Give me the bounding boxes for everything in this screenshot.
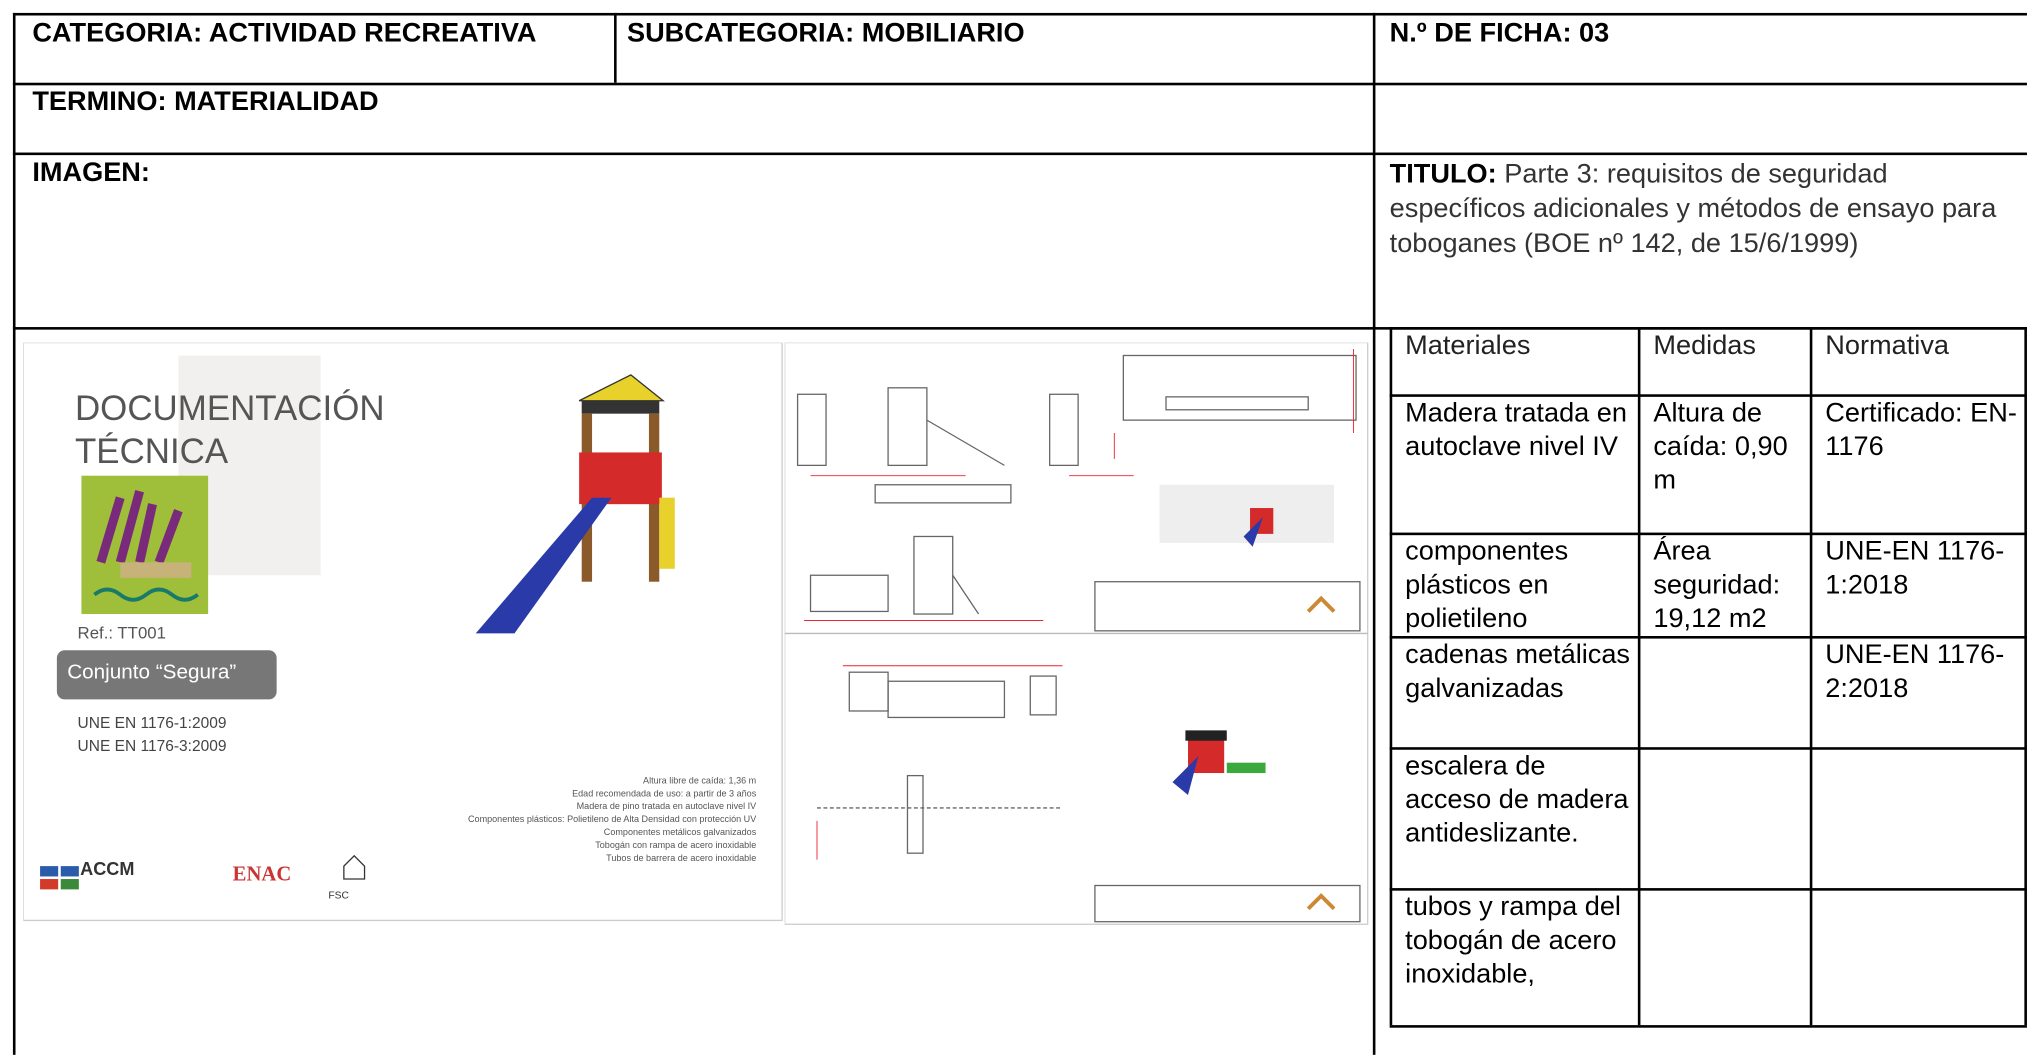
table-border [1389, 1025, 2027, 1028]
border [12, 12, 2027, 15]
table-header: Normativa [1825, 330, 1950, 361]
table-cell: tubos y rampa del tobogán de acero inoxi… [1405, 891, 1621, 989]
table-border [1637, 327, 1640, 1026]
spec-line: Edad recomendada de uso: a partir de 3 a… [572, 789, 757, 799]
categoria: CATEGORIA: ACTIVIDAD RECREATIVA [32, 18, 537, 48]
imagen-label: IMAGEN: [32, 157, 150, 188]
table-border [1389, 327, 2027, 329]
spec-line: Tubos de barrera de acero inoxidable [606, 854, 757, 864]
table-cell: UNE-EN 1176-2:2018 [1825, 639, 2005, 704]
table-border [1389, 394, 2027, 397]
doc-standard: UNE EN 1176-3:2009 [77, 736, 227, 755]
termino: TERMINO: MATERIALIDAD [32, 86, 379, 117]
table-border [1389, 888, 2027, 891]
logo: ENAC [232, 863, 292, 886]
table-cell: cadenas metálicas galvanizadas [1405, 639, 1631, 704]
logo: FSC [328, 889, 350, 902]
table-border [1389, 636, 2027, 638]
table-border [2024, 327, 2027, 1026]
border [12, 12, 15, 1055]
table-cell: escalera de acceso de madera antidesliza… [1405, 751, 1629, 849]
table-cell: UNE-EN 1176-1:2018 [1825, 536, 2005, 600]
table-border [1389, 532, 2027, 535]
table-cell: Madera tratada en autoclave nivel IV [1405, 398, 1628, 462]
spec-line: Tobogán con rampa de acero inoxidable [595, 841, 757, 851]
table-cell: Certificado: EN-1176 [1825, 398, 2017, 462]
table-border [1389, 327, 1392, 1026]
subcategoria: SUBCATEGORIA: MOBILIARIO [626, 18, 1025, 48]
doc-heading: DOCUMENTACIÓN TÉCNICA [74, 389, 385, 471]
spec-line: Altura libre de caída: 1,36 m [643, 776, 757, 786]
table-cell: Área seguridad: 19,12 m2 [1653, 536, 1781, 634]
doc-ref: Ref.: TT001 [77, 623, 166, 643]
table-cell: componentes plásticos en polietileno [1405, 536, 1569, 634]
doc-standard: UNE EN 1176-1:2009 [77, 713, 227, 732]
logo: ACCM [80, 858, 135, 880]
spec-line: Componentes plásticos: Polietileno de Al… [467, 815, 757, 825]
table-border [1389, 747, 2027, 750]
table-cell: Altura de caída: 0,90 m [1653, 398, 1788, 496]
titulo: TITULO: Parte 3: requisitos de seguridad… [1390, 156, 2023, 261]
border [12, 152, 2027, 155]
titulo-label: TITULO: [1389, 159, 1497, 189]
table-header: Medidas [1653, 330, 1756, 361]
border [12, 82, 2027, 85]
ficha: N.º DE FICHA: 03 [1389, 18, 1610, 48]
titulo-text: Parte 3: requisitos de seguridad específ… [1389, 159, 1997, 259]
doc-specs: Altura libre de caída: 1,36 m Edad recome… [336, 776, 756, 866]
spec-line: Componentes metálicos galvanizados [603, 828, 757, 838]
drawings [784, 342, 1369, 925]
table-border [1809, 327, 1812, 1026]
border [12, 327, 2027, 329]
doc-sheet [23, 342, 783, 922]
spec-line: Madera de pino tratada en autoclave nive… [576, 802, 757, 812]
border [614, 12, 616, 83]
doc-name: Conjunto “Segura” [67, 661, 237, 684]
table-header: Materiales [1405, 330, 1531, 361]
border [1372, 12, 1375, 1055]
